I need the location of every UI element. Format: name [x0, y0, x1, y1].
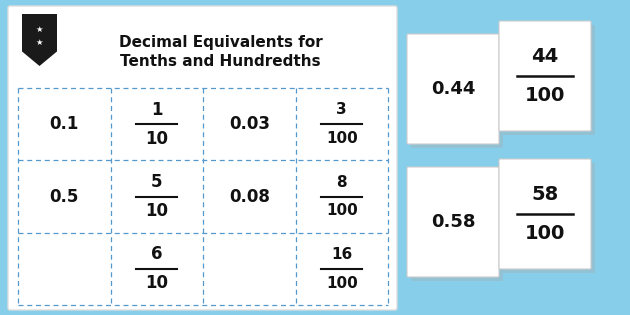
FancyBboxPatch shape — [503, 25, 595, 135]
Text: 10: 10 — [146, 130, 168, 148]
Text: 3: 3 — [336, 102, 347, 117]
Text: 100: 100 — [326, 203, 358, 219]
Text: ★: ★ — [36, 25, 43, 34]
Text: 0.5: 0.5 — [50, 187, 79, 205]
FancyBboxPatch shape — [503, 163, 595, 273]
FancyBboxPatch shape — [499, 159, 591, 269]
Text: Decimal Equivalents for: Decimal Equivalents for — [118, 35, 323, 49]
Text: 58: 58 — [531, 185, 559, 204]
Text: ★: ★ — [36, 38, 43, 47]
Text: 1: 1 — [151, 101, 163, 119]
Text: 44: 44 — [531, 47, 559, 66]
FancyBboxPatch shape — [407, 167, 499, 277]
Text: 0.1: 0.1 — [50, 115, 79, 133]
FancyBboxPatch shape — [411, 38, 503, 148]
Text: 0.44: 0.44 — [431, 80, 475, 98]
Text: 0.58: 0.58 — [431, 213, 475, 231]
Text: 100: 100 — [326, 131, 358, 146]
FancyBboxPatch shape — [407, 34, 499, 144]
Text: 8: 8 — [336, 175, 347, 190]
Text: 0.08: 0.08 — [229, 187, 270, 205]
FancyBboxPatch shape — [8, 6, 397, 310]
Text: 100: 100 — [525, 224, 565, 243]
Text: 0.03: 0.03 — [229, 115, 270, 133]
Text: 10: 10 — [146, 274, 168, 292]
Text: 100: 100 — [326, 276, 358, 291]
Text: 5: 5 — [151, 173, 163, 191]
Text: Tenths and Hundredths: Tenths and Hundredths — [120, 54, 321, 70]
FancyBboxPatch shape — [499, 21, 591, 131]
FancyBboxPatch shape — [411, 171, 503, 281]
Text: 100: 100 — [525, 86, 565, 105]
Polygon shape — [22, 14, 57, 66]
Text: 16: 16 — [331, 247, 352, 262]
Text: 6: 6 — [151, 245, 163, 263]
Text: 10: 10 — [146, 202, 168, 220]
